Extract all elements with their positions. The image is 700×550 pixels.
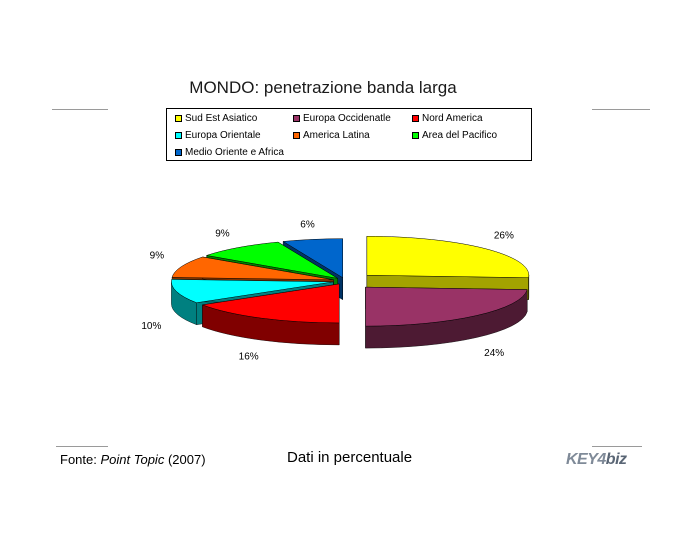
legend-item: Medio Oriente e Africa (175, 147, 284, 158)
pie-slice-top (171, 279, 334, 303)
legend-label: Europa Orientale (185, 130, 261, 141)
legend-item: Sud Est Asiatico (175, 113, 257, 124)
rule-bottom-right (592, 446, 642, 447)
slice-label: 9% (150, 251, 165, 262)
chart-title: MONDO: penetrazione banda larga (189, 78, 457, 97)
legend-label: Europa Occidenatle (303, 113, 391, 124)
legend-label: Area del Pacifico (422, 130, 498, 141)
rule-top-right (592, 109, 650, 110)
pie-slice-top (365, 286, 528, 327)
legend-swatch (175, 132, 182, 139)
legend-swatch (293, 132, 300, 139)
legend-swatch (412, 132, 419, 139)
source-name: Point Topic (100, 452, 165, 467)
slice-label: 24% (484, 348, 504, 359)
pie-slice-top (282, 238, 344, 279)
chart-legend: Sud Est Asiatico Europa Occidenatle Nord A… (166, 108, 532, 161)
source-prefix: Fonte: (60, 452, 97, 467)
legend-item: Area del Pacifico (412, 130, 497, 141)
legend-item: Nord America (412, 113, 483, 124)
rule-top-left (52, 109, 108, 110)
legend-item: America Latina (293, 130, 370, 141)
logo-text-a: KEY4 (566, 451, 606, 468)
pie-slice-top (201, 283, 340, 324)
slice-label: 6% (300, 219, 315, 230)
legend-swatch (175, 115, 182, 122)
pie-slice (365, 286, 528, 349)
legend-label: America Latina (303, 130, 370, 141)
legend-item: Europa Orientale (175, 130, 261, 141)
slice-label: 16% (239, 352, 259, 363)
legend-label: Nord America (422, 113, 483, 124)
slice-label: 9% (215, 229, 230, 240)
legend-label: Sud Est Asiatico (185, 113, 258, 124)
key4biz-logo: KEY4biz (566, 451, 627, 469)
source-year: (2007) (167, 452, 206, 467)
legend-swatch (293, 115, 300, 122)
legend-swatch (412, 115, 419, 122)
pie-slice-top (171, 256, 334, 281)
slice-label: 26% (494, 230, 514, 241)
pie-slice (201, 283, 340, 346)
legend-swatch (175, 149, 182, 156)
chart-subtitle: Dati in percentuale (287, 449, 413, 466)
legend-item: Europa Occidenatle (293, 113, 391, 124)
logo-text-b: biz (605, 451, 627, 468)
slice-label: 10% (141, 321, 161, 332)
rule-bottom-left (56, 446, 108, 447)
pie-slice-top (206, 241, 338, 279)
source-note: Fonte: Point Topic (2007) (60, 452, 206, 467)
legend-label: Medio Oriente e Africa (185, 147, 284, 158)
pie-slice-top (366, 235, 530, 278)
